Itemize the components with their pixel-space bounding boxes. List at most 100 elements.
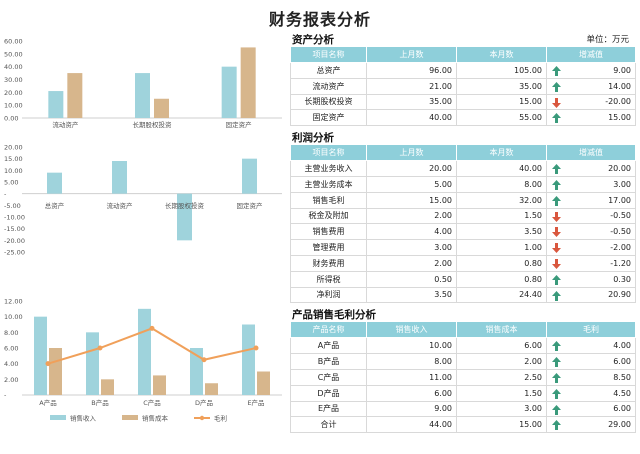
y-tick-label: 10.00: [4, 167, 23, 175]
table-row: C产品 11.00 2.50 8.50: [290, 368, 636, 386]
arrow-up-icon: [552, 195, 561, 206]
charts-panel: 0.00 10.00 20.00 30.00 40.00 50.00 60.00 流动资产 长期…: [0, 30, 285, 454]
sales-income: 10.00: [366, 337, 457, 355]
change-value: -0.50: [610, 211, 631, 221]
y-tick-label: 2.00: [4, 376, 18, 384]
arrow-up-icon: [552, 404, 561, 415]
last-month-value: 4.00: [366, 223, 457, 241]
line-point: [149, 325, 155, 331]
table-row: 固定资产 40.00 55.00 15.00: [290, 109, 636, 127]
arrow-down-icon: [552, 243, 561, 254]
change-value: -0.50: [610, 227, 631, 237]
product-name: B产品: [290, 353, 367, 370]
sales-cost: 2.50: [456, 368, 547, 386]
y-tick-label: 60.00: [4, 38, 23, 46]
table-row: 流动资产 21.00 35.00 14.00: [290, 77, 636, 95]
change-value: 14.00: [608, 81, 631, 91]
legend-label: 销售收入: [70, 414, 97, 423]
column-header: 项目名称: [290, 144, 367, 162]
arrow-up-icon: [552, 113, 561, 124]
arrow-up-icon: [552, 372, 561, 383]
column-header: 本月数: [456, 144, 547, 162]
this-month-value: 55.00: [456, 109, 547, 127]
column-header: 产品名称: [290, 321, 367, 339]
bar: [34, 316, 47, 395]
last-month-value: 0.50: [366, 270, 457, 288]
bar: [138, 308, 151, 395]
item-name: 财务费用: [290, 254, 367, 272]
last-month-value: 2.00: [366, 207, 457, 225]
x-tick-label: D产品: [195, 398, 213, 407]
line-point: [253, 345, 259, 351]
x-tick-label: 总资产: [45, 201, 65, 210]
asset-table: 项目名称 上月数 本月数 增减值 总资产 96.00 105.00 9.00 流…: [290, 46, 636, 127]
last-month-value: 40.00: [366, 109, 457, 127]
this-month-value: 3.50: [456, 223, 547, 241]
bar: [154, 98, 169, 118]
legend-marker: [199, 415, 205, 421]
y-tick-label: -20.00: [4, 237, 25, 245]
y-tick-label: 5.00: [4, 179, 18, 187]
x-tick-label: B产品: [91, 398, 108, 407]
arrow-up-icon: [552, 274, 561, 285]
line-point: [97, 345, 103, 351]
product-section-title: 产品销售毛利分析: [292, 309, 376, 322]
y-tick-label: 12.00: [4, 298, 23, 306]
arrow-up-icon: [552, 179, 561, 190]
item-name: 固定资产: [290, 109, 367, 127]
bar: [177, 193, 192, 241]
legend-swatch: [122, 415, 138, 420]
x-tick-label: 流动资产: [52, 120, 79, 129]
product-profit-chart: - 2.00 4.00 6.00 8.00 10.00 12.00 A产品 B产品 C产品 D产品 E…: [4, 298, 282, 423]
column-header: 增减值: [546, 144, 636, 162]
y-tick-label: 10.00: [4, 102, 23, 110]
table-row: 所得税 0.50 0.80 0.30: [290, 270, 636, 288]
bar: [257, 371, 270, 395]
line-point: [201, 357, 207, 363]
y-tick-label: 6.00: [4, 345, 18, 353]
column-header: 销售成本: [456, 321, 547, 339]
bar: [242, 324, 255, 395]
y-tick-label: -10.00: [4, 214, 25, 222]
item-name: 流动资产: [290, 77, 367, 95]
change-value: 15.00: [608, 113, 631, 123]
table-row: 税金及附加 2.00 1.50 -0.50: [290, 207, 636, 225]
arrow-up-icon: [552, 341, 561, 352]
arrow-up-icon: [552, 357, 561, 368]
last-month-value: 15.00: [366, 191, 457, 209]
legend-label: 毛利: [214, 414, 227, 423]
arrow-up-icon: [552, 420, 561, 431]
this-month-value: 0.80: [456, 270, 547, 288]
profit-table: 项目名称 上月数 本月数 增减值 主营业务收入 20.00 40.00 20.0…: [290, 144, 636, 304]
arrow-up-icon: [552, 66, 561, 76]
sales-income: 11.00: [366, 368, 457, 386]
sales-income: 8.00: [366, 353, 457, 370]
column-header: 上月数: [366, 46, 457, 63]
gross-profit: 6.00: [613, 357, 631, 367]
change-value: 0.30: [613, 274, 631, 284]
table-row: D产品 6.00 1.50 4.50: [290, 384, 636, 402]
bar: [242, 158, 257, 194]
item-name: 主营业务收入: [290, 160, 367, 177]
this-month-value: 0.80: [456, 254, 547, 272]
item-name: 税金及附加: [290, 207, 367, 225]
change-value: -1.20: [610, 258, 631, 268]
product-name: D产品: [290, 384, 367, 402]
column-header: 本月数: [456, 46, 547, 63]
sales-cost: 15.00: [456, 416, 547, 434]
bar: [49, 348, 62, 395]
change-value: 3.00: [613, 179, 631, 189]
bar: [135, 73, 150, 118]
gross-profit: 4.50: [613, 388, 631, 398]
item-name: 长期股权投资: [290, 93, 367, 111]
last-month-value: 2.00: [366, 254, 457, 272]
table-row: 合计 44.00 15.00 29.00: [290, 416, 636, 434]
this-month-value: 24.40: [456, 286, 547, 304]
x-tick-label: E产品: [247, 398, 264, 407]
column-header: 上月数: [366, 144, 457, 162]
report-panel: 资产分析 单位：万元 项目名称 上月数 本月数 增减值 总资产 96.00 10…: [290, 30, 636, 434]
asset-comparison-chart: 0.00 10.00 20.00 30.00 40.00 50.00 60.00 流动资产 长期…: [4, 38, 282, 129]
series-line: [47, 327, 257, 365]
last-month-value: 21.00: [366, 77, 457, 95]
y-tick-label: 15.00: [4, 155, 23, 163]
